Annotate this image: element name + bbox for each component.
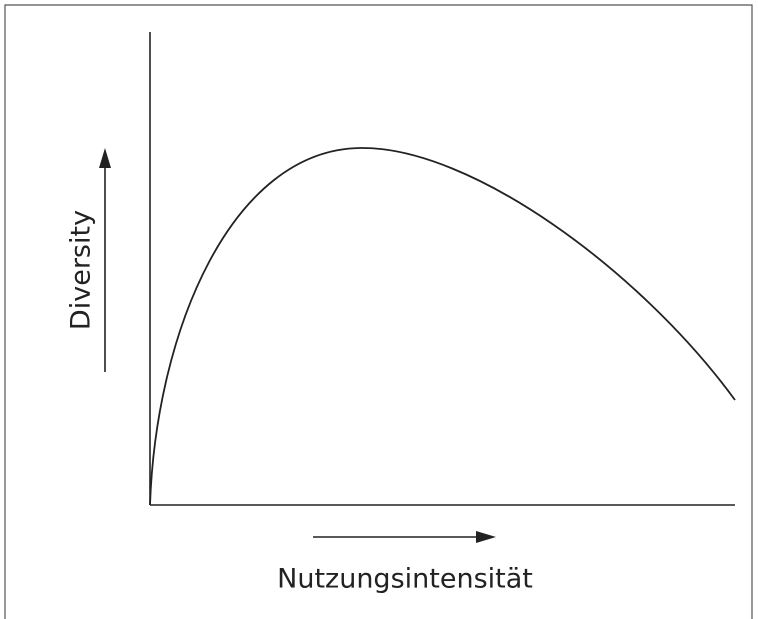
frame bbox=[4, 4, 753, 619]
y-arrow-head bbox=[99, 148, 111, 168]
y-axis-label: Diversity bbox=[66, 210, 97, 330]
diversity-curve bbox=[149, 147, 736, 506]
x-axis-label: Nutzungsintensität bbox=[277, 564, 533, 595]
x-arrow-head bbox=[476, 531, 496, 543]
